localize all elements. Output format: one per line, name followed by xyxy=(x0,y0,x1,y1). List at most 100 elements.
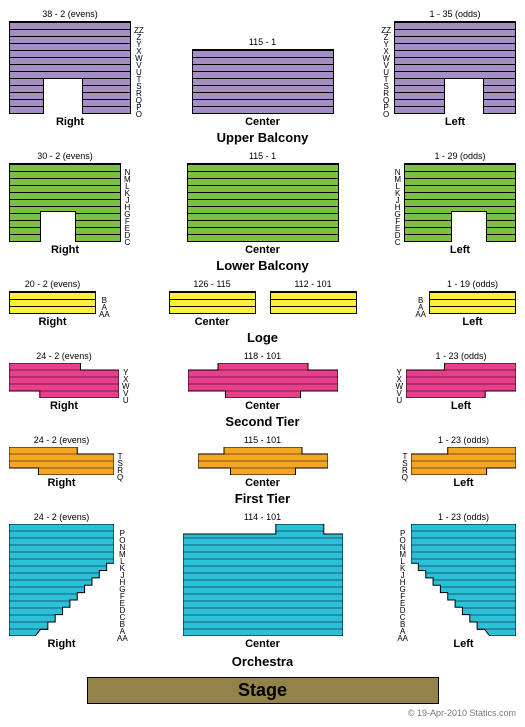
section-center: 115 - 1 Center xyxy=(192,9,334,128)
section-center: 118 - 101 Center xyxy=(188,351,338,412)
seat-range-label: 1 - 23 (odds) xyxy=(435,351,486,361)
section-left: YXWVU 1 - 23 (odds) Left xyxy=(392,351,516,412)
seat-range-label: 112 - 101 xyxy=(294,279,331,289)
section-position-label: Center xyxy=(245,244,280,256)
section-block xyxy=(411,524,516,636)
section-block xyxy=(9,524,114,636)
section-position-label: Right xyxy=(47,477,75,489)
section-position-label: Right xyxy=(51,244,79,256)
section-position-label: Left xyxy=(453,477,473,489)
section-position-label: Right xyxy=(38,316,66,328)
level-orchestra: 24 - 2 (evens) Right PONMLKJHGFEDCBAAA 114 … xyxy=(9,512,516,650)
level-first-tier: 24 - 2 (evens) Right TSRQ 115 - 101 Center TS… xyxy=(9,435,516,506)
section-block xyxy=(9,21,131,114)
section-right: 20 - 2 (evens) Right BAAA xyxy=(9,279,113,328)
seat-range-label: 115 - 101 xyxy=(244,435,281,445)
section-block xyxy=(183,524,343,636)
seat-range-label: 24 - 2 (evens) xyxy=(34,512,90,522)
row-labels: ZZZYXWVUTSRQPO xyxy=(381,27,391,118)
section-block xyxy=(169,291,256,314)
level-title: Upper Balcony xyxy=(9,130,516,145)
row-labels: NMLKJHGFEDC xyxy=(124,169,131,246)
seat-range-label: 114 - 101 xyxy=(244,512,281,522)
section-block xyxy=(270,291,357,314)
row-labels: BAAA xyxy=(415,297,426,318)
seat-range-label: 20 - 2 (evens) xyxy=(25,279,81,289)
section-right: 30 - 2 (evens) Right NMLKJHGFEDC xyxy=(9,151,134,256)
level-loge: 20 - 2 (evens) Right BAAA 126 - 115 Center 11… xyxy=(9,279,516,345)
section-block xyxy=(9,447,114,475)
section-block xyxy=(9,291,96,314)
section-position-label: Center xyxy=(245,400,280,412)
copyright-text: © 19-Apr-2010 Statics.com xyxy=(9,708,516,718)
level-lower-balcony: 30 - 2 (evens) Right NMLKJHGFEDC 115 - 1 Cen… xyxy=(9,151,516,273)
section-block xyxy=(406,363,516,398)
section-position-label: Center xyxy=(245,638,280,650)
section-position-label: Right xyxy=(50,400,78,412)
section-block xyxy=(192,49,334,114)
section-center2: 112 - 101 xyxy=(270,279,357,328)
seating-chart: 38 - 2 (evens) Right ZZZYXWVUTSRQPO 115 - 1… xyxy=(9,9,516,718)
seat-range-label: 1 - 29 (odds) xyxy=(434,151,485,161)
section-center: 114 - 101 Center xyxy=(183,512,343,650)
row-labels: YXWVU xyxy=(122,369,130,404)
stage-label: Stage xyxy=(238,680,287,701)
section-right: 24 - 2 (evens) Right TSRQ xyxy=(9,435,126,489)
section-position-label: Left xyxy=(445,116,465,128)
section-position-label: Left xyxy=(462,316,482,328)
section-left: ZZZYXWVUTSRQPO1 - 35 (odds)Left xyxy=(378,9,516,128)
seat-range-label: 1 - 23 (odds) xyxy=(438,435,489,445)
section-position-label: Right xyxy=(47,638,75,650)
seat-range-label: 118 - 101 xyxy=(244,351,281,361)
section-block xyxy=(187,163,339,242)
level-title: First Tier xyxy=(9,491,516,506)
section-left: TSRQ1 - 23 (odds)Left xyxy=(399,435,516,489)
section-left: BAAA 1 - 19 (odds) Left xyxy=(412,279,516,328)
seat-range-label: 38 - 2 (evens) xyxy=(42,9,98,19)
seat-range-label: 30 - 2 (evens) xyxy=(37,151,93,161)
section-position-label: Left xyxy=(451,400,471,412)
level-title: Lower Balcony xyxy=(9,258,516,273)
section-block xyxy=(9,363,119,398)
seat-range-label: 115 - 1 xyxy=(249,37,276,47)
section-position-label: Left xyxy=(450,244,470,256)
seat-range-label: 115 - 1 xyxy=(249,151,276,161)
level-title: Second Tier xyxy=(9,414,516,429)
section-block xyxy=(394,21,516,114)
seat-range-label: 24 - 2 (evens) xyxy=(34,435,90,445)
section-block xyxy=(198,447,328,475)
row-labels: ZZZYXWVUTSRQPO xyxy=(134,27,144,118)
section-block xyxy=(188,363,338,398)
section-position-label: Center xyxy=(245,116,280,128)
section-right: 24 - 2 (evens) Right YXWVU xyxy=(9,351,133,412)
section-block xyxy=(411,447,516,475)
section-center: 115 - 1 Center xyxy=(187,151,339,256)
level-second-tier: 24 - 2 (evens) Right YXWVU 118 - 101 Center Y… xyxy=(9,351,516,429)
row-labels: PONMLKJHGFEDCBAAA xyxy=(117,530,128,642)
seat-range-label: 126 - 115 xyxy=(193,279,230,289)
section-block xyxy=(404,163,516,242)
row-labels: PONMLKJHGFEDCBAAA xyxy=(397,530,408,642)
section-position-label: Center xyxy=(195,316,230,328)
section-position-label: Left xyxy=(453,638,473,650)
section-position-label: Center xyxy=(245,477,280,489)
row-labels: TSRQ xyxy=(117,453,123,481)
section-center: 115 - 101 Center xyxy=(198,435,328,489)
section-left: PONMLKJHGFEDCBAAA 1 - 23 (odds) Left xyxy=(394,512,516,650)
row-labels: NMLKJHGFEDC xyxy=(394,169,401,246)
level-upper-balcony: 38 - 2 (evens) Right ZZZYXWVUTSRQPO 115 - 1… xyxy=(9,9,516,145)
section-block xyxy=(9,163,121,242)
level-title: Loge xyxy=(9,330,516,345)
seat-range-label: 24 - 2 (evens) xyxy=(36,351,92,361)
row-labels: YXWVU xyxy=(395,369,403,404)
seat-range-label: 1 - 19 (odds) xyxy=(447,279,498,289)
section-right: 24 - 2 (evens) Right PONMLKJHGFEDCBAAA xyxy=(9,512,131,650)
row-labels: BAAA xyxy=(99,297,110,318)
section-block xyxy=(429,291,516,314)
section-left: NMLKJHGFEDC 1 - 29 (odds) Left xyxy=(391,151,516,256)
section-right: 38 - 2 (evens) Right ZZZYXWVUTSRQPO xyxy=(9,9,147,128)
section-center: 126 - 115 Center xyxy=(169,279,256,328)
section-position-label: Right xyxy=(56,116,84,128)
stage: Stage xyxy=(87,677,439,704)
seat-range-label: 1 - 23 (odds) xyxy=(438,512,489,522)
